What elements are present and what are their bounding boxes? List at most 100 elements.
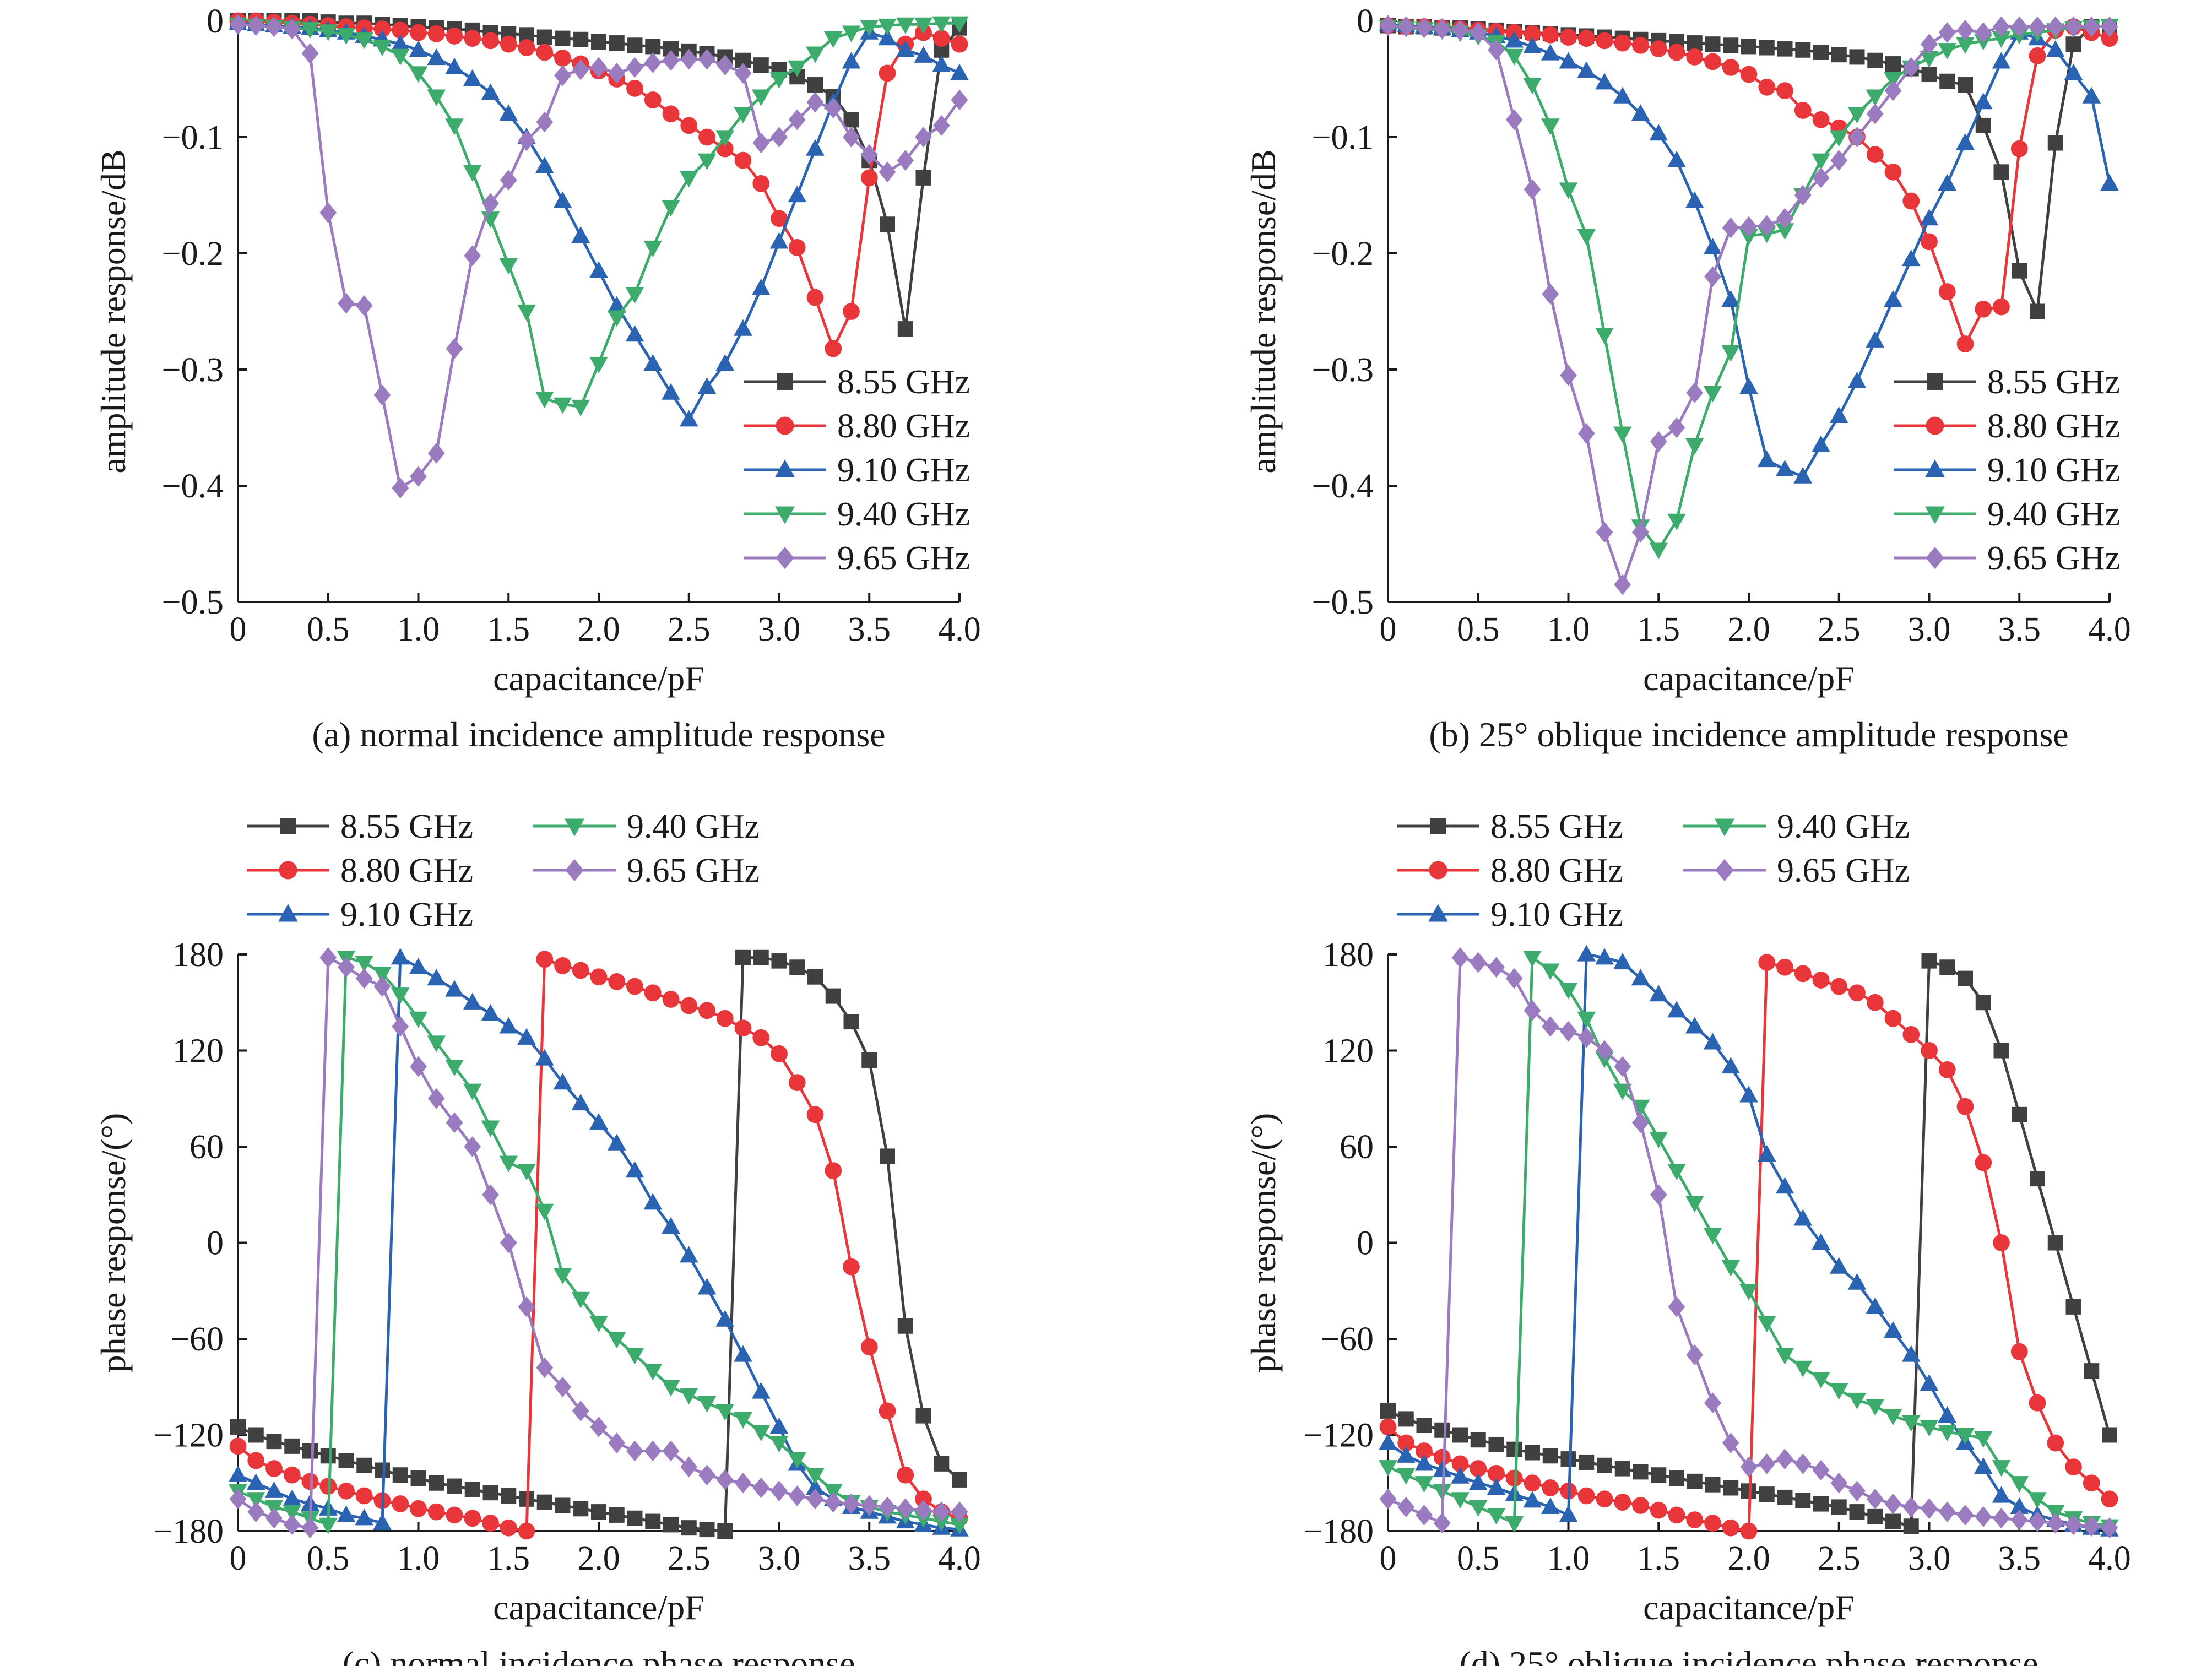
data-point [1974,1431,1993,1448]
data-point [1902,57,1920,78]
data-point [662,383,680,400]
data-point [427,89,446,106]
x-tick-label: 3.5 [1998,1540,2041,1577]
data-point [1794,102,1812,119]
data-point [734,1412,752,1429]
data-point [950,63,969,80]
data-point [662,1380,680,1397]
data-point [1884,290,1902,307]
data-point [644,91,662,108]
data-point [914,46,933,63]
legend-label: 9.40 GHz [1987,496,2120,533]
y-tick-label: −0.1 [1312,119,1374,156]
data-point [1849,49,1865,65]
data-point [1686,382,1704,404]
data-point [1524,1000,1541,1021]
data-point [860,1495,878,1516]
data-point [536,44,554,61]
data-point [518,1296,535,1317]
legend-marker [278,904,298,922]
data-point [625,1348,644,1365]
legend-item: 9.40 GHz [533,808,760,845]
data-point [717,1523,733,1539]
data-point [1470,1460,1487,1477]
data-point [1993,1507,2010,1529]
data-point [2083,1516,2100,1537]
data-point [806,1478,825,1495]
data-point [769,1417,789,1434]
data-point [500,170,517,191]
data-point [1687,35,1703,51]
data-point [1541,44,1560,61]
data-point [697,153,717,170]
data-point [879,1496,896,1518]
data-point [499,1017,518,1034]
data-point [1685,1196,1704,1213]
data-point [1703,1228,1722,1245]
data-point [1903,1518,1919,1534]
data-point [663,1517,679,1533]
data-point [1470,1432,1486,1448]
data-point [915,170,931,186]
data-point [1758,215,1776,236]
series-0 [230,13,967,337]
data-point [429,1475,444,1491]
data-point [806,46,825,63]
x-axis-label: capacitance/pF [493,659,704,698]
data-point [1902,192,1920,210]
data-point [481,83,500,100]
data-point [1848,1480,1866,1502]
data-point [2012,263,2027,279]
data-point [880,1148,895,1164]
data-point [1379,1488,1397,1510]
data-point [2101,1517,2118,1539]
data-point [1614,1461,1630,1477]
data-point [2012,1106,2027,1122]
data-point [679,1388,698,1405]
data-point [1993,1234,2010,1251]
series-4 [1379,947,2118,1539]
data-point [1812,1372,1830,1389]
data-point [1542,1448,1558,1464]
data-point [301,22,319,39]
data-point [1777,41,1793,57]
legend-label: 8.80 GHz [1987,408,2120,445]
data-point [1468,1500,1488,1517]
x-tick-label: 0.5 [307,611,350,648]
data-point [1722,217,1739,238]
data-point [643,1193,663,1210]
data-point [879,1402,896,1420]
data-point [301,43,319,64]
data-point [1758,78,1776,96]
data-point [481,1120,500,1137]
data-point [880,216,895,232]
data-point [1560,1451,1576,1467]
x-tick-label: 3.5 [848,1540,891,1577]
data-point [1668,1506,1685,1524]
data-point [1649,542,1668,560]
data-point [589,1316,608,1333]
data-point [1975,117,1991,133]
data-point [1396,1446,1416,1463]
data-point [499,258,518,275]
data-point [1542,1479,1559,1496]
data-point [392,1467,408,1483]
data-point [1956,1098,1974,1115]
data-point [1595,73,1614,90]
data-point [482,1184,499,1206]
x-tick-label: 1.5 [487,611,530,648]
legend-item: 9.65 GHz [533,852,760,889]
y-tick-label: 0 [207,1225,224,1262]
data-point [410,24,427,41]
x-tick-label: 0.5 [1457,611,1500,648]
y-tick-label: −0.3 [1312,351,1374,389]
x-tick-label: 1.5 [1638,611,1680,648]
data-point [1776,958,1793,976]
data-point [1812,153,1830,170]
data-point [1901,1345,1921,1362]
data-point [715,1404,735,1421]
data-point [1577,1011,1596,1028]
data-point [1775,223,1794,240]
series-4 [229,947,968,1539]
data-point [1651,1467,1667,1483]
